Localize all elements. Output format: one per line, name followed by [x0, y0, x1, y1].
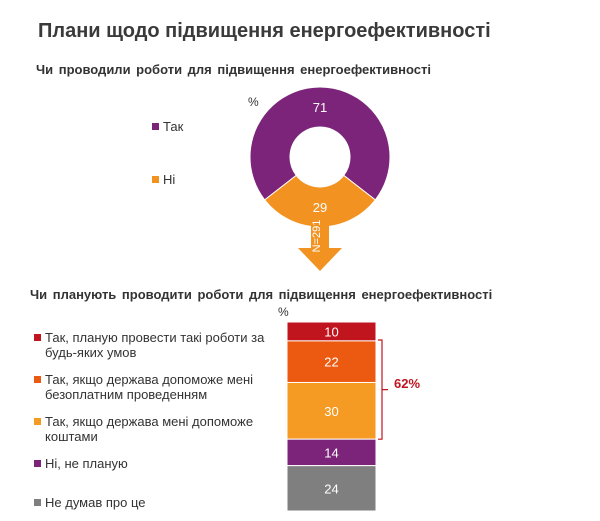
- legend-label: Ні, не планую: [45, 456, 128, 471]
- bar-legend-item-3: Ні, не планую: [34, 456, 128, 471]
- donut-slice-label-0: 71: [313, 100, 327, 115]
- bar-unit-label: %: [278, 305, 289, 319]
- bar-segment-label-1: 22: [324, 355, 338, 370]
- legend-label: Ні: [163, 172, 176, 187]
- legend-swatch: [152, 176, 159, 183]
- bar-legend-item-0: Так, планую провести такі роботи за будь…: [34, 330, 264, 360]
- bar-segment-4: [286, 465, 377, 512]
- sample-size-label: N=291: [311, 220, 323, 253]
- stacked-bar-chart: 10 22 30 14 24: [286, 321, 388, 512]
- donut-slice-1: [263, 174, 377, 228]
- donut-unit-label: %: [248, 95, 259, 109]
- legend-swatch: [152, 123, 159, 130]
- donut-legend-item-1: Ні: [152, 172, 175, 187]
- bar-legend-item-2: Так, якщо держава мені допоможе коштами: [34, 414, 253, 444]
- legend-label: Так, якщо держава допоможе мені безоплат…: [45, 372, 254, 402]
- page-title: Плани щодо підвищення енергоефективності: [38, 20, 491, 42]
- bracket: [378, 339, 388, 440]
- legend-swatch: [34, 418, 41, 425]
- legend-label: Так, планую провести такі роботи за будь…: [45, 330, 265, 360]
- donut-slice-0: [249, 86, 391, 201]
- bar-segment-label-2: 30: [324, 404, 338, 419]
- bar-segment-label-3: 14: [324, 445, 338, 460]
- legend-swatch: [34, 334, 41, 341]
- arrow-shaft: [311, 220, 329, 248]
- bar-legend-item-1: Так, якщо держава допоможе мені безоплат…: [34, 372, 253, 402]
- bar-segment-label-0: 10: [324, 324, 338, 339]
- bar-segment-2: [286, 381, 377, 440]
- bar-segment-label-4: 24: [324, 481, 338, 496]
- legend-label: Так, якщо держава мені допоможе коштами: [45, 414, 254, 444]
- donut-slice-label-1: 29: [313, 200, 327, 215]
- donut-chart: 71 29: [249, 86, 391, 228]
- bar-segment-1: [286, 340, 377, 383]
- arrow-head: [298, 248, 342, 271]
- bar-legend-item-4: Не думав про це: [34, 495, 146, 510]
- stacked-bar-chart-title: Чи планують проводити роботи для підвище…: [30, 287, 493, 302]
- bracket-total-label: 62%: [394, 376, 421, 391]
- bar-segment-3: [286, 438, 377, 467]
- donut-legend-item-0: Так: [152, 119, 183, 134]
- legend-swatch: [34, 376, 41, 383]
- legend-swatch: [34, 499, 41, 506]
- legend-label: Не думав про це: [45, 495, 146, 510]
- sample-arrow: N=291: [298, 220, 342, 271]
- legend-swatch: [34, 460, 41, 467]
- donut-chart-title: Чи проводили роботи для підвищення енерг…: [36, 62, 431, 77]
- legend-label: Так: [163, 119, 184, 134]
